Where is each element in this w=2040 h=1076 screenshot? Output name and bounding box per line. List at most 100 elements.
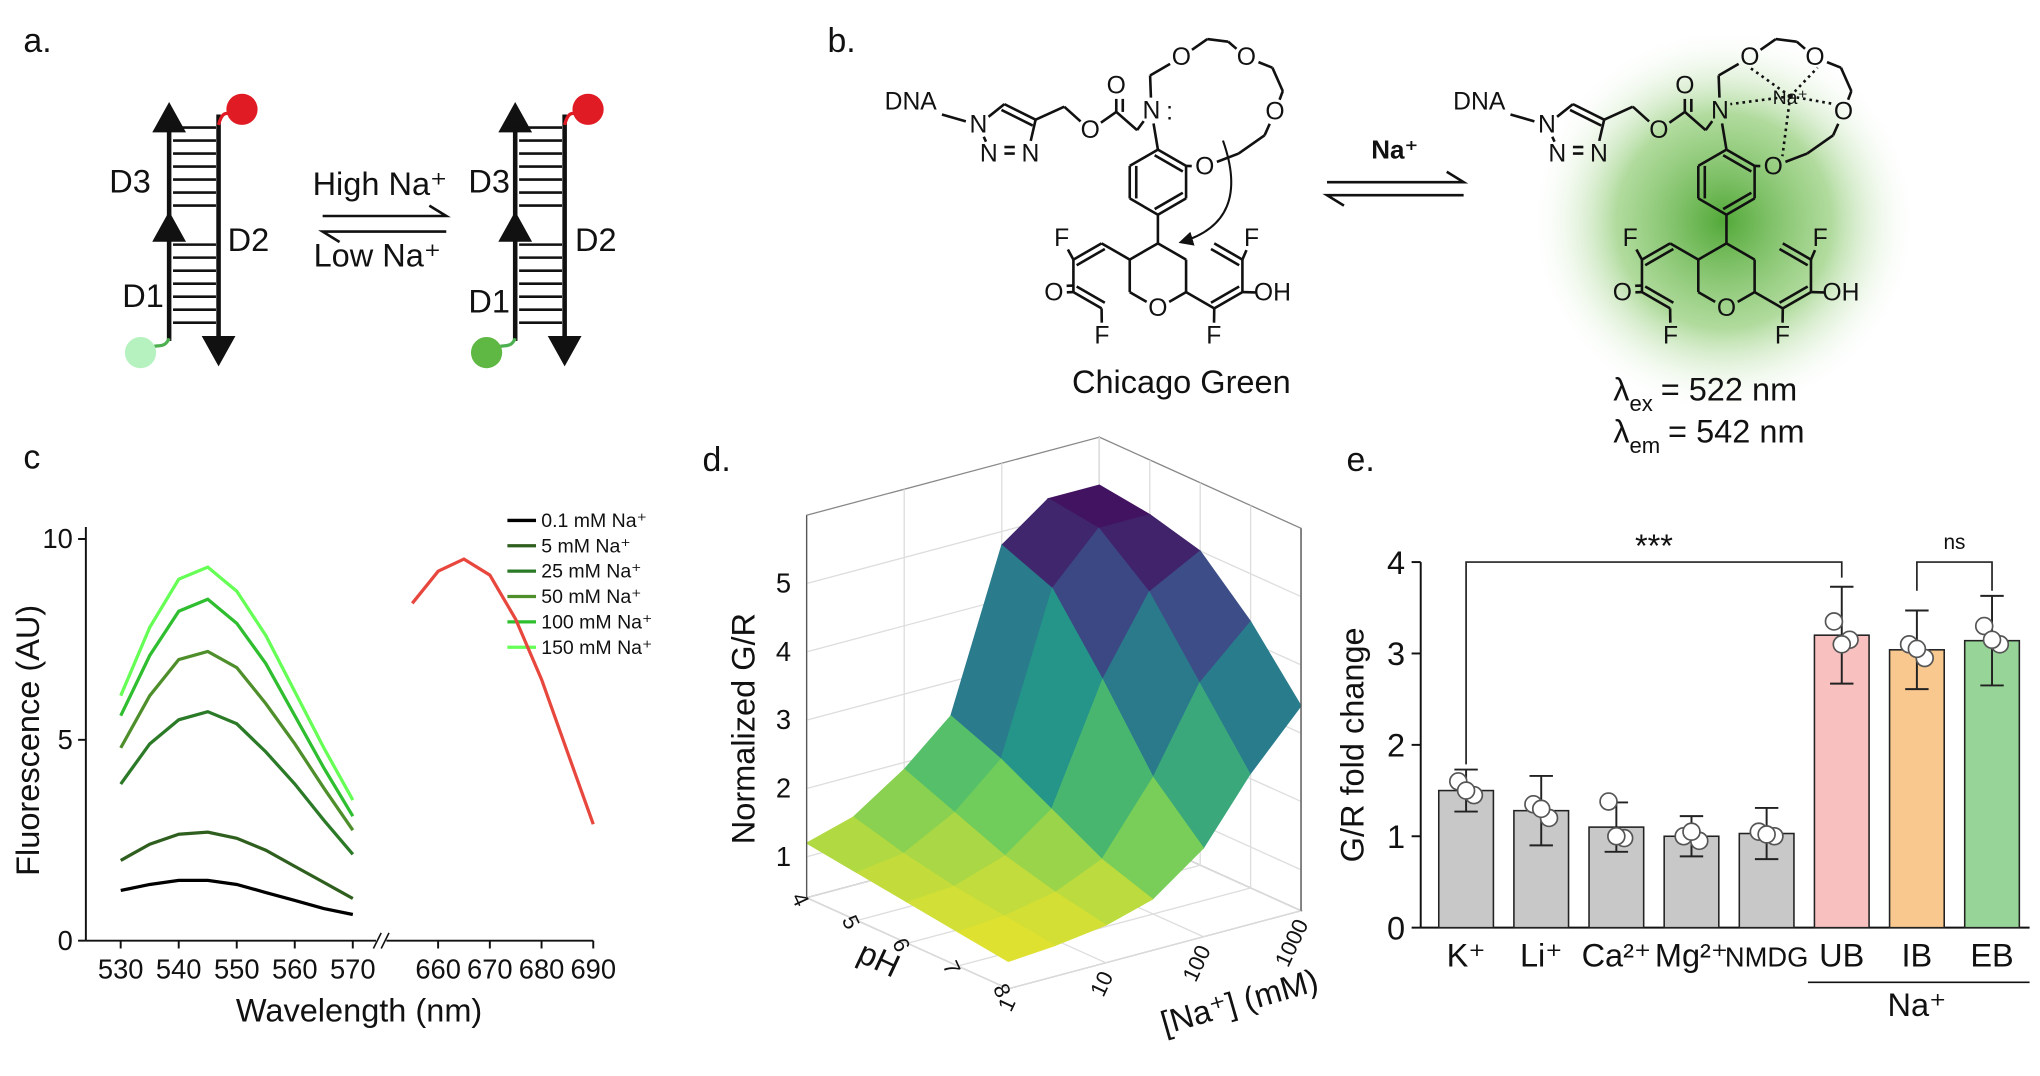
bond [1720, 123, 1728, 150]
bond [1148, 75, 1153, 98]
atom-label: O [1834, 99, 1853, 126]
bond [1136, 120, 1145, 131]
bond [1076, 247, 1106, 267]
bond [1737, 290, 1756, 303]
bond [1809, 249, 1817, 261]
reverse-condition: Low Na⁺ [314, 238, 441, 274]
bond [982, 136, 988, 143]
atom-label: DNA [885, 88, 938, 115]
bond [1669, 242, 1699, 261]
bond [1157, 197, 1187, 216]
x-tick-label: Li⁺ [1520, 938, 1562, 974]
z-axis-label: Normalized G/R [726, 613, 762, 844]
bond [1213, 290, 1244, 310]
bond [1683, 110, 1707, 132]
atom-label: O [1172, 44, 1191, 71]
symbol: λ [1613, 372, 1629, 408]
bond [1569, 108, 1602, 127]
bond [1029, 119, 1037, 142]
strand-label: D2 [228, 222, 270, 258]
bond [1697, 290, 1716, 303]
bond [1510, 113, 1535, 123]
bond [1072, 242, 1103, 261]
atom-label: O [1717, 295, 1736, 322]
y-tick-label: 0 [58, 925, 73, 956]
emission: λem = 542 nm [1613, 413, 1804, 457]
x-tick-label: 690 [570, 953, 616, 984]
bond [1831, 123, 1840, 136]
y-axis-label: Fluorescence (AU) [10, 605, 46, 876]
bond [1063, 105, 1082, 123]
panel-label: c [23, 438, 40, 476]
atom-label: F [1054, 225, 1069, 252]
z-tick-label: 2 [776, 773, 791, 804]
compound-name: Chicago Green [1072, 364, 1291, 400]
data-point [1824, 612, 1844, 631]
forward-condition: High Na⁺ [313, 166, 448, 202]
significance-bracket [1916, 561, 1993, 591]
atom-label: F [1813, 225, 1828, 252]
atom-label: N [1590, 140, 1608, 167]
bond [1263, 123, 1271, 136]
bond [1149, 62, 1171, 77]
z-tick-label: 4 [776, 636, 791, 667]
atom-label: O [1805, 44, 1824, 71]
atom-label: N [1021, 140, 1039, 167]
bond [1839, 67, 1853, 92]
x-tick-label: 550 [214, 953, 260, 984]
bond [1826, 60, 1842, 69]
atom-label: N [1548, 140, 1566, 167]
x-tick-label: UB [1819, 938, 1864, 974]
bond [1717, 62, 1740, 77]
z-tick-label: 1 [776, 841, 791, 872]
spectrum-line [119, 597, 355, 817]
bond [1598, 119, 1606, 142]
value: = 522 nm [1661, 372, 1797, 408]
data-point [1599, 792, 1618, 811]
coordination-bond [1789, 95, 1835, 106]
bond [1100, 110, 1118, 124]
atom-label: F [1244, 225, 1259, 252]
bond [1717, 75, 1721, 98]
bond [1641, 242, 1671, 261]
atom-label: OH [1822, 280, 1859, 307]
data-point [1531, 799, 1551, 819]
bond [1806, 134, 1834, 155]
bond [1846, 90, 1853, 101]
atom-label: O [1044, 280, 1063, 307]
panel-label: b. [827, 22, 855, 60]
value: = 542 nm [1668, 413, 1804, 449]
bond [941, 113, 967, 123]
excitation: λex = 522 nm [1613, 372, 1797, 416]
bond [1778, 247, 1809, 267]
bond [1784, 152, 1808, 164]
bond [1003, 102, 1037, 121]
data-point [1832, 635, 1852, 654]
strand-label: D3 [109, 164, 151, 200]
bond [1227, 40, 1238, 50]
coordination-bond [1789, 66, 1819, 98]
bar [1963, 639, 2021, 929]
chemical-structure [941, 37, 1853, 323]
x-tick-label: 560 [272, 953, 318, 984]
bond [1191, 37, 1209, 51]
bond [1100, 242, 1131, 261]
bond [1213, 242, 1244, 261]
bond [1129, 242, 1159, 261]
data-point [1607, 826, 1626, 846]
atom-label: N [980, 140, 998, 167]
atom-label: O [1148, 295, 1167, 322]
x-tick-label: Ca²⁺ [1582, 938, 1652, 974]
atom-label: F [1094, 322, 1109, 349]
atom-label: O [1237, 44, 1256, 71]
atom-label: N [969, 112, 987, 139]
bond [1129, 197, 1159, 216]
subscript: em [1630, 433, 1661, 458]
bond [1722, 191, 1753, 211]
data-point [1456, 781, 1476, 800]
bond [1157, 242, 1187, 261]
x-axis-label: Wavelength (nm) [236, 992, 482, 1028]
